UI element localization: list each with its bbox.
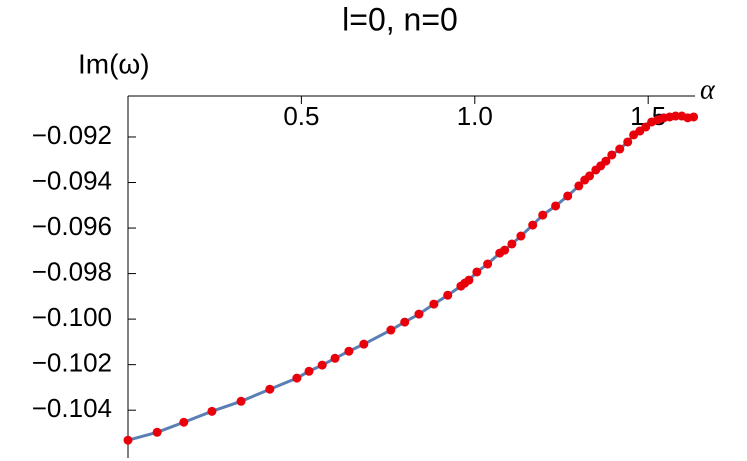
data-point (152, 427, 162, 437)
y-tick-label: −0.094 (32, 165, 112, 195)
data-point (400, 317, 410, 327)
data-point (317, 360, 327, 370)
fit-line (127, 114, 694, 442)
y-tick-label: −0.092 (32, 120, 112, 150)
y-axis-label: Im(ω) (78, 48, 150, 79)
data-point (292, 373, 302, 383)
data-point (500, 245, 510, 255)
data-point (304, 366, 314, 376)
data-point (551, 201, 561, 211)
data-point (585, 171, 595, 181)
data-point (516, 231, 526, 241)
chart-title: l=0, n=0 (342, 1, 458, 37)
data-point (641, 122, 651, 132)
x-axis-label: α (700, 74, 716, 105)
data-point (538, 210, 548, 220)
data-point (359, 339, 369, 349)
y-tick-label: −0.100 (32, 302, 112, 332)
x-tick-label: 1.0 (457, 101, 493, 131)
data-point (574, 181, 584, 191)
data-point (344, 346, 354, 356)
data-point (443, 290, 453, 300)
data-point (179, 417, 189, 427)
y-tick-label: −0.104 (32, 393, 112, 423)
data-point (123, 435, 133, 445)
data-point (507, 239, 517, 249)
data-point (236, 396, 246, 406)
data-point (623, 137, 633, 147)
data-point (601, 156, 611, 166)
data-point (414, 309, 424, 319)
y-tick-label: −0.096 (32, 211, 112, 241)
data-point (265, 384, 275, 394)
data-point (429, 299, 439, 309)
data-point (483, 259, 493, 269)
data-point (472, 267, 482, 277)
data-point (464, 275, 474, 285)
data-point (207, 406, 217, 416)
data-point (330, 353, 340, 363)
data-point (563, 191, 573, 201)
data-point (615, 144, 625, 154)
y-tick-label: −0.102 (32, 348, 112, 378)
data-point (671, 111, 681, 121)
y-tick-label: −0.098 (32, 256, 112, 286)
data-point (607, 150, 617, 160)
data-point (386, 325, 396, 335)
data-point (689, 112, 699, 122)
data-point (528, 220, 538, 230)
x-tick-label: 0.5 (283, 101, 319, 131)
